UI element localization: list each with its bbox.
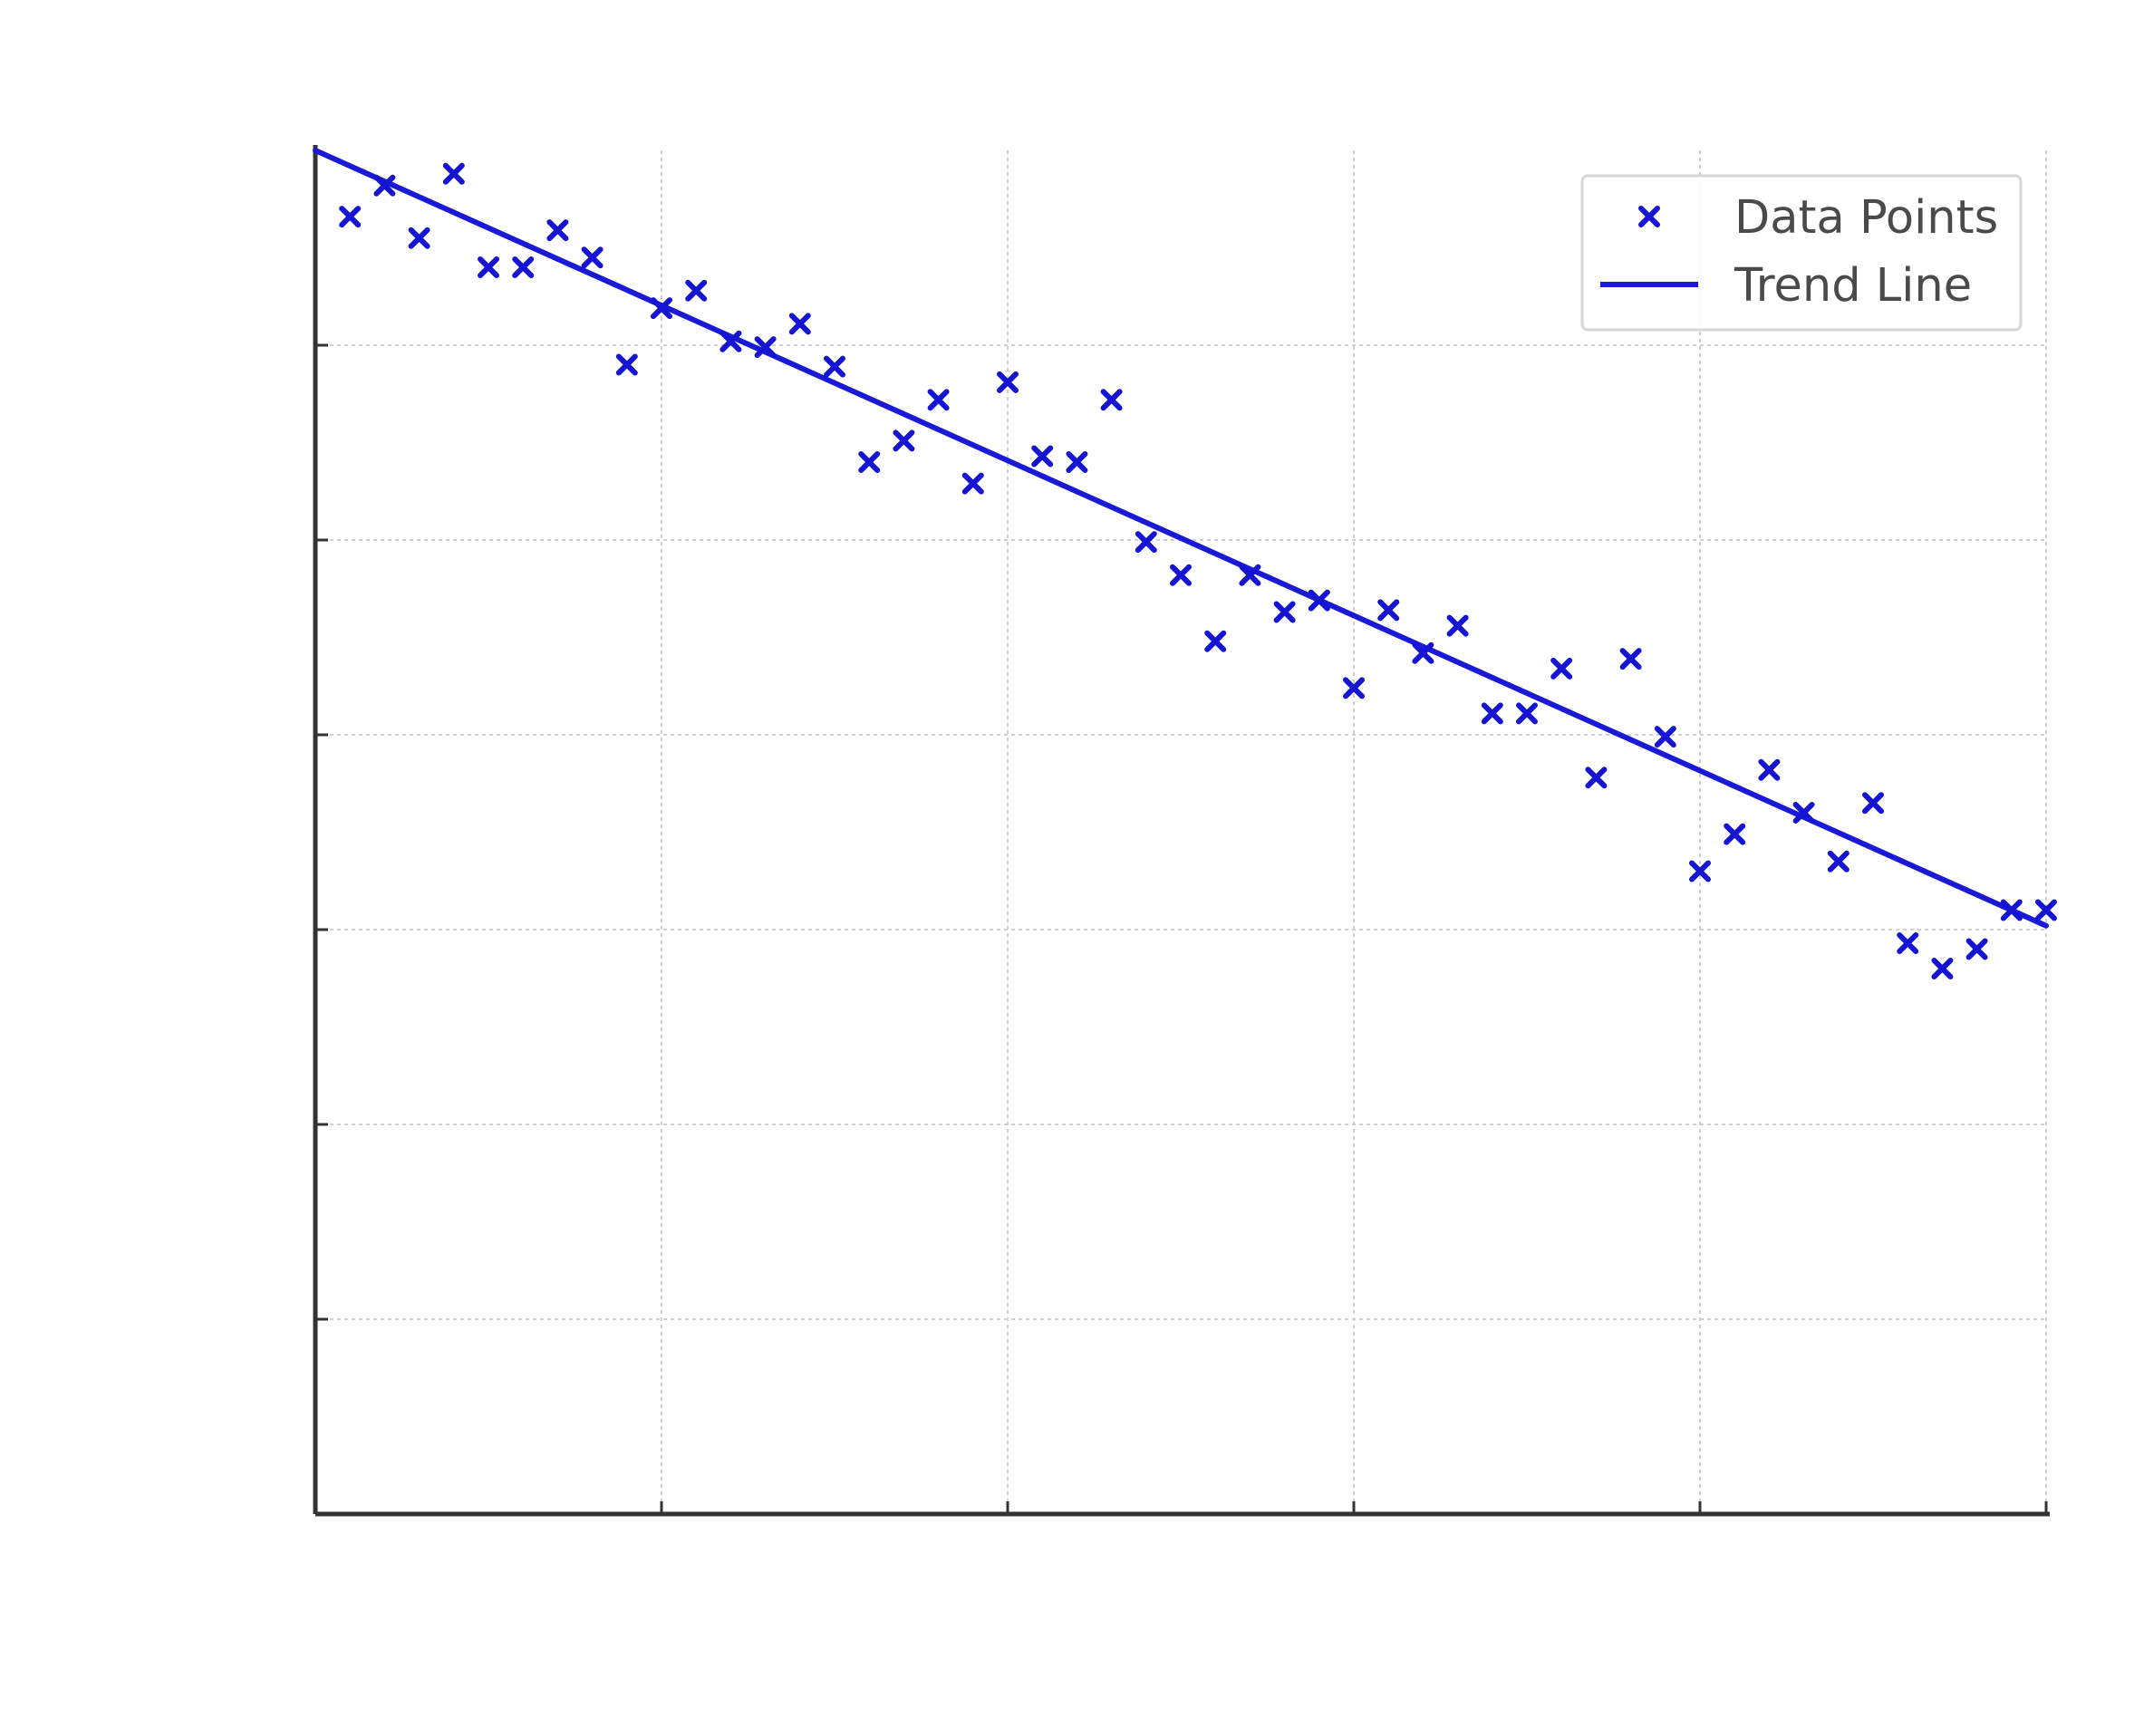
data-point xyxy=(1827,850,1849,873)
legend-label-trend-line: Trend Line xyxy=(1734,259,1972,313)
data-point xyxy=(1135,531,1157,554)
legend-box xyxy=(1580,174,2023,332)
data-point xyxy=(1343,677,1365,699)
data-point xyxy=(1516,702,1538,725)
data-point xyxy=(1724,823,1746,845)
data-point xyxy=(1758,758,1781,781)
data-point xyxy=(546,219,569,242)
data-point xyxy=(1377,599,1400,622)
data-point xyxy=(754,336,777,359)
plot-background xyxy=(315,150,2046,1514)
data-point xyxy=(1897,932,1919,955)
legend-label-data-points: Data Points xyxy=(1734,191,1998,245)
data-point xyxy=(997,371,1019,393)
data-layer xyxy=(313,148,2057,979)
data-point xyxy=(1931,958,1954,979)
legend: Data Points Trend Line xyxy=(1580,174,2023,332)
data-point xyxy=(442,162,465,185)
data-point xyxy=(512,256,535,278)
data-point xyxy=(788,313,811,335)
data-point xyxy=(1550,657,1573,680)
data-point xyxy=(1100,389,1123,411)
data-point xyxy=(1619,648,1642,670)
data-point xyxy=(2000,899,2023,921)
axes xyxy=(313,145,2050,1517)
trend-line xyxy=(313,148,2049,929)
data-point xyxy=(1792,802,1815,824)
data-point xyxy=(1481,702,1503,725)
data-point xyxy=(651,297,672,320)
data-point xyxy=(719,330,742,352)
data-point xyxy=(824,355,845,378)
data-point xyxy=(408,227,430,249)
data-point xyxy=(1031,445,1054,468)
data-point xyxy=(1412,641,1434,664)
data-point xyxy=(1654,726,1676,748)
data-point xyxy=(1308,589,1330,612)
data-point xyxy=(339,206,362,228)
data-point xyxy=(893,429,915,452)
data-point xyxy=(1170,564,1192,586)
data-point xyxy=(581,246,604,269)
data-point xyxy=(927,389,950,411)
data-point xyxy=(1273,601,1296,623)
data-point xyxy=(961,472,984,495)
data-point xyxy=(615,353,638,376)
legend-marker-data-points xyxy=(1638,206,1660,227)
data-point xyxy=(478,256,499,278)
data-point xyxy=(685,279,708,302)
data-point xyxy=(1862,792,1884,815)
data-point xyxy=(1066,451,1088,473)
data-point xyxy=(1585,767,1608,789)
data-point xyxy=(373,174,396,197)
data-point xyxy=(1446,614,1469,637)
data-point xyxy=(1239,564,1261,586)
data-point xyxy=(1204,630,1227,652)
data-point xyxy=(2035,899,2057,921)
data-point xyxy=(1965,938,1988,960)
data-point xyxy=(858,451,881,473)
data-point xyxy=(1689,860,1711,882)
